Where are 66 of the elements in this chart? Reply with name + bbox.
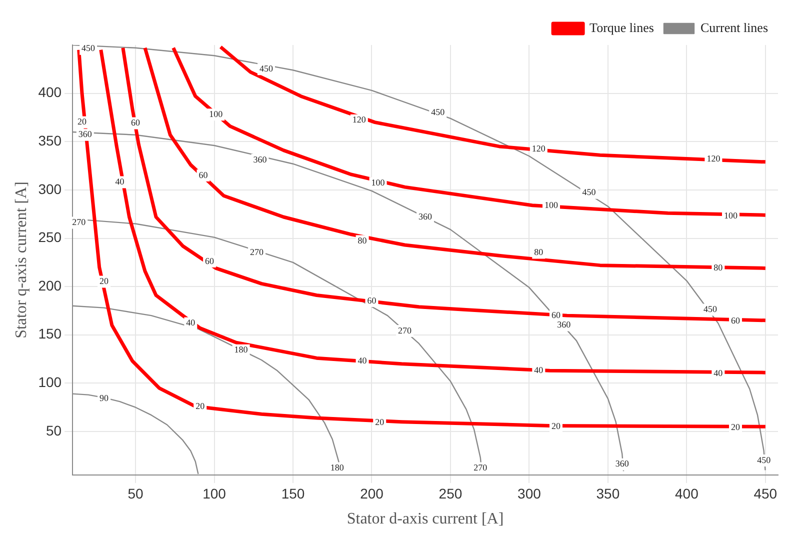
annotation: 40 [358, 355, 368, 366]
annotation: 450 [82, 43, 96, 54]
annotation: 270 [250, 247, 264, 258]
annotation: 20 [100, 276, 110, 286]
annotation: 450 [704, 304, 718, 314]
x-tick-label: 150 [281, 485, 305, 502]
x-axis-title: Stator d-axis current [A] [346, 510, 504, 528]
annotation: 450 [757, 454, 772, 465]
annotation: 100 [371, 178, 386, 188]
annotation: 100 [544, 200, 558, 210]
annotation: 80 [358, 236, 368, 246]
annotation: 120 [706, 153, 721, 164]
annotation: 60 [131, 118, 141, 128]
legend-label: Current lines [700, 20, 768, 35]
annotation: 60 [551, 310, 561, 320]
annotation: 20 [375, 417, 385, 428]
annotation: 20 [730, 422, 740, 432]
y-tick-label: 250 [38, 229, 62, 246]
x-tick-label: 300 [518, 485, 542, 502]
y-tick-label: 150 [38, 326, 62, 342]
y-tick-label: 300 [38, 180, 62, 197]
annotation: 20 [78, 116, 88, 127]
x-tick-label: 450 [754, 485, 778, 502]
annotation: 360 [418, 211, 433, 222]
annotation: 60 [730, 316, 740, 326]
annotation: 360 [557, 320, 572, 330]
annotation: 40 [534, 365, 544, 375]
annotation: 120 [532, 144, 546, 154]
annotation: 100 [724, 210, 738, 220]
x-tick-label: 400 [674, 485, 699, 502]
annotation: 450 [431, 107, 446, 117]
annotation: 60 [198, 170, 208, 180]
annotation: 270 [474, 462, 488, 473]
x-tick-label: 200 [360, 485, 384, 502]
x-tick-label: 350 [596, 485, 620, 502]
annotation: 20 [196, 400, 206, 411]
annotation: 270 [72, 217, 86, 228]
annotation: 60 [205, 256, 215, 266]
annotation: 80 [714, 262, 724, 273]
annotation: 40 [115, 176, 125, 187]
y-tick-label: 400 [38, 84, 62, 100]
y-axis-title: Stator q-axis current [A] [12, 182, 30, 338]
annotation: 60 [367, 295, 377, 306]
annotation: 360 [253, 154, 268, 164]
annotation: 450 [582, 187, 596, 198]
annotation: 360 [615, 458, 630, 469]
y-tick-label: 50 [46, 422, 62, 438]
annotation: 40 [186, 318, 196, 328]
x-tick-label: 50 [128, 485, 144, 502]
annotation: 40 [714, 368, 724, 378]
y-tick-label: 100 [38, 374, 62, 390]
annotation: 90 [100, 393, 110, 404]
annotation: 20 [551, 421, 561, 432]
annotation: 450 [259, 64, 274, 74]
annotation: 270 [398, 325, 412, 336]
x-tick-label: 250 [438, 485, 462, 502]
annotation: 120 [352, 114, 366, 125]
legend-label: Torque lines [590, 20, 654, 35]
annotation: 180 [330, 462, 344, 473]
annotation: 180 [234, 344, 248, 355]
y-tick-label: 350 [38, 132, 62, 148]
annotation: 360 [78, 129, 92, 140]
annotation: 80 [534, 247, 544, 258]
annotation: 100 [209, 108, 224, 119]
x-tick-label: 100 [202, 485, 226, 502]
y-tick-label: 200 [38, 277, 62, 294]
